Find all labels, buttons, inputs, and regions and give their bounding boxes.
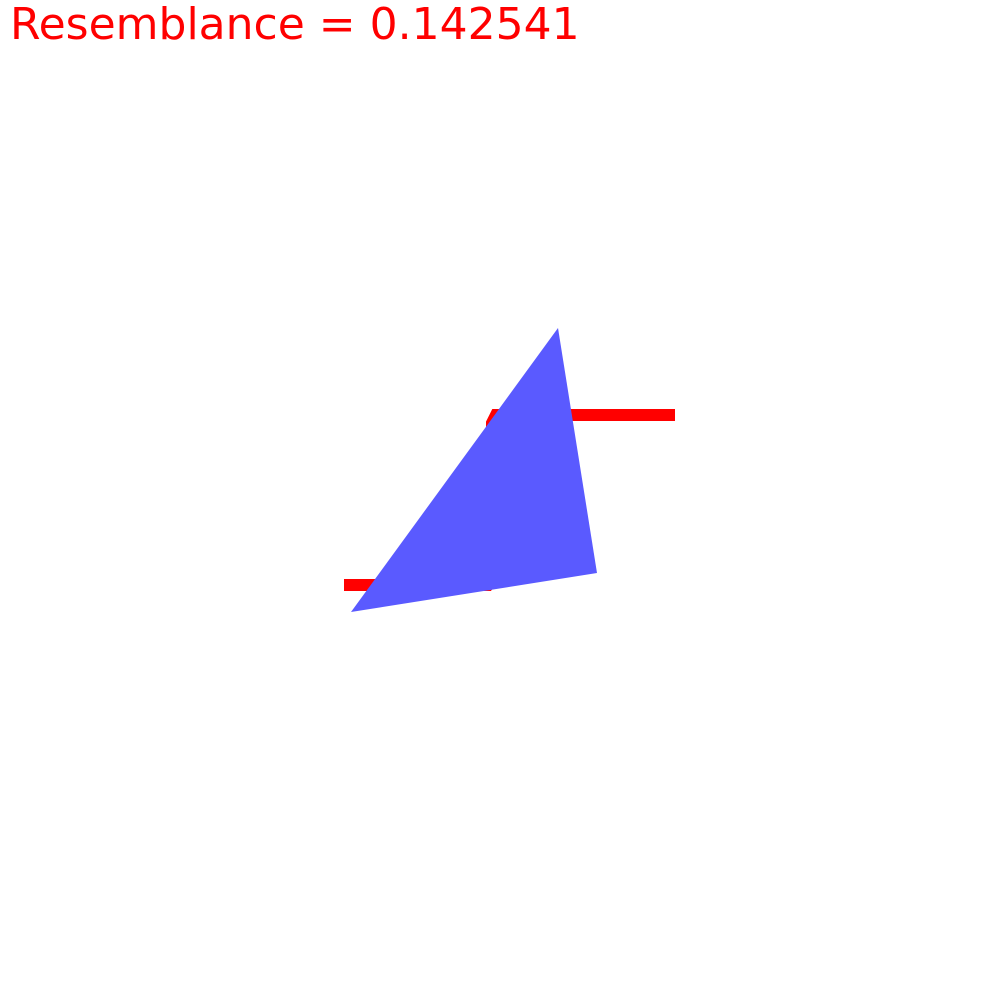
blue-triangle xyxy=(351,328,597,612)
score-label: Resemblance = 0.142541 xyxy=(10,0,580,50)
